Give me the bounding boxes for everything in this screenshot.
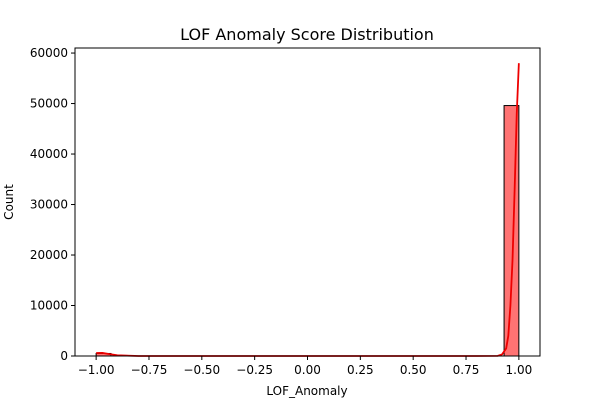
- x-tick-label: −0.25: [236, 363, 273, 377]
- y-tick-label: 50000: [30, 97, 68, 111]
- y-tick-label: 40000: [30, 147, 68, 161]
- plot-frame: [74, 47, 541, 357]
- x-tick-label: 0.00: [294, 363, 321, 377]
- y-tick-label: 10000: [30, 299, 68, 313]
- x-axis-ticks: −1.00 −0.75 −0.50 −0.25 0.00 0.25 0.50 0.75 1.00: [78, 356, 532, 377]
- x-tick-label: −1.00: [78, 363, 115, 377]
- x-tick-label: 0.75: [453, 363, 480, 377]
- x-tick-label: 0.25: [347, 363, 374, 377]
- x-axis-label: LOF_Anomaly: [266, 384, 347, 398]
- y-axis-label: Count: [2, 184, 16, 220]
- y-tick-label: 0: [60, 349, 68, 363]
- x-tick-label: −0.50: [183, 363, 220, 377]
- x-tick-label: 1.00: [506, 363, 533, 377]
- x-tick-label: 0.50: [400, 363, 427, 377]
- x-tick-label: −0.75: [131, 363, 168, 377]
- chart-title: LOF Anomaly Score Distribution: [180, 25, 434, 44]
- y-tick-label: 30000: [30, 198, 68, 212]
- histogram-bars: [95, 105, 520, 357]
- y-tick-label: 20000: [30, 248, 68, 262]
- y-axis-ticks: 0 10000 20000 30000 40000 50000 60000: [30, 46, 75, 363]
- kde-curve: [96, 63, 520, 357]
- y-tick-label: 60000: [30, 46, 68, 60]
